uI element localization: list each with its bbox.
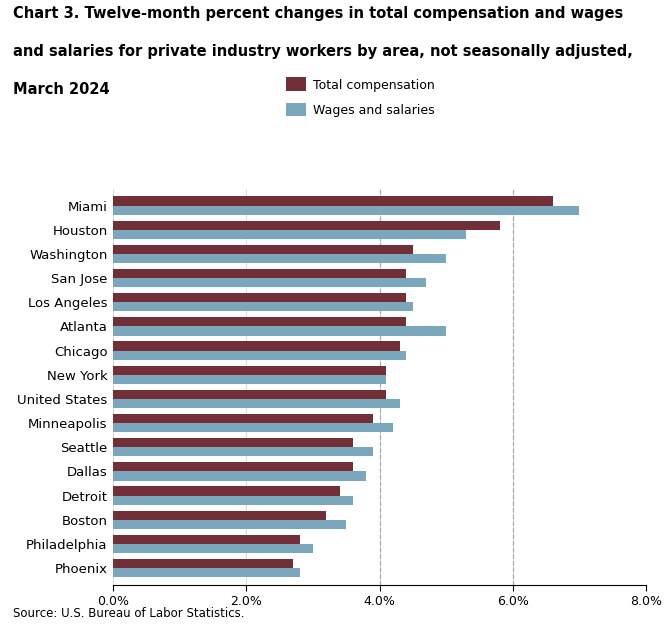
Bar: [113, 303, 413, 311]
Bar: [113, 486, 340, 496]
Bar: [113, 390, 386, 399]
Bar: [113, 293, 406, 303]
Bar: [113, 221, 500, 230]
Bar: [113, 559, 293, 568]
Bar: [113, 375, 386, 384]
Bar: [113, 350, 406, 360]
Bar: [113, 245, 413, 254]
Bar: [113, 535, 300, 544]
Bar: [113, 317, 406, 326]
Bar: [113, 269, 406, 278]
Text: and salaries for private industry workers by area, not seasonally adjusted,: and salaries for private industry worker…: [13, 44, 633, 59]
Bar: [113, 447, 373, 457]
Text: Chart 3. Twelve-month percent changes in total compensation and wages: Chart 3. Twelve-month percent changes in…: [13, 6, 623, 21]
Bar: [113, 544, 313, 553]
Bar: [113, 230, 466, 239]
Bar: [113, 471, 366, 481]
Text: Wages and salaries: Wages and salaries: [313, 104, 435, 117]
Text: March 2024: March 2024: [13, 82, 110, 97]
Text: Total compensation: Total compensation: [313, 79, 435, 92]
Bar: [113, 196, 553, 206]
Bar: [113, 326, 446, 336]
Bar: [113, 365, 386, 375]
Bar: [113, 511, 326, 520]
Bar: [113, 206, 579, 214]
Bar: [113, 423, 393, 432]
Bar: [113, 496, 353, 504]
Bar: [113, 254, 446, 263]
Bar: [113, 520, 346, 529]
Bar: [113, 342, 400, 350]
Bar: [113, 462, 353, 471]
Bar: [113, 278, 426, 287]
Bar: [113, 568, 300, 577]
Text: Source: U.S. Bureau of Labor Statistics.: Source: U.S. Bureau of Labor Statistics.: [13, 606, 245, 620]
Bar: [113, 399, 400, 408]
Bar: [113, 414, 373, 423]
Bar: [113, 438, 353, 447]
